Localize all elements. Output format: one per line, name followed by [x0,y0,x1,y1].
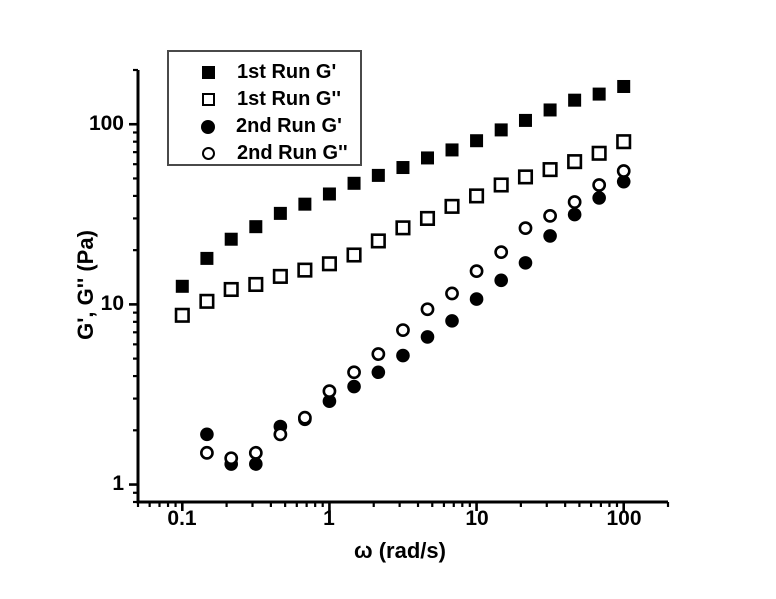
data-point [469,264,484,279]
data-point [543,229,557,243]
data-point [370,233,386,249]
series-2nd-run-g- [200,174,631,471]
x-tick-label-0.1: 0.1 [167,507,197,530]
data-point [396,161,410,175]
data-point [297,410,312,425]
data-point [175,279,189,293]
data-point [592,191,606,205]
data-point [470,134,484,148]
x-axis-title: ω (rad/s) [354,538,446,563]
legend-item-2nd-run-g-doubleprime: 2nd Run G'' [169,140,360,167]
data-point [249,457,263,471]
legend-item-1st-run-g-prime: 1st Run G' [169,59,360,86]
data-point [567,207,582,222]
data-point [273,206,287,220]
legend-label: 2nd Run G' [236,115,342,137]
data-point [347,176,361,190]
data-point [444,198,460,214]
data-point [494,245,509,260]
series-1st-run-g- [175,79,631,293]
data-point [346,247,362,263]
series-1st-run-g- [174,134,632,323]
data-point [543,208,557,223]
data-point [272,268,288,284]
data-point [419,210,436,226]
y-tick-label-1: 1 [112,472,124,495]
data-point [347,365,361,380]
data-point [445,314,459,328]
data-point [567,195,582,209]
data-point [616,174,631,189]
data-point [298,197,312,211]
data-point [420,330,435,344]
data-point [200,427,214,442]
data-point [396,323,410,337]
data-point [347,379,361,394]
data-point [249,220,263,234]
legend-box: 1st Run G' 1st Run G'' 2nd Run G' 2nd Ru… [167,50,362,166]
data-point [395,220,411,236]
data-point [248,276,264,293]
open-square-icon [202,93,215,106]
data-point [568,93,582,107]
data-point [494,273,508,288]
data-point [469,188,485,204]
data-point [445,286,459,301]
data-point [616,134,632,150]
x-tick-label-1: 1 [323,507,335,530]
data-point [518,221,533,236]
data-point [371,347,386,361]
data-point [518,113,532,127]
data-point [199,293,215,309]
filled-circle-icon [201,119,215,134]
data-point [494,123,508,137]
y-tick-label-100: 100 [88,112,124,135]
data-point [297,262,313,278]
open-circle-icon [202,147,215,160]
data-point [224,232,238,246]
data-point [200,445,214,460]
legend-item-1st-run-g-doubleprime: 1st Run G'' [169,86,360,113]
y-axis-title: G', G'' (Pa) [73,230,98,340]
x-tick-label-100: 100 [606,507,642,530]
data-point [592,87,606,101]
data-point [493,177,509,193]
data-point [469,292,484,306]
data-point [518,256,533,270]
y-tick-label-10: 10 [100,292,124,315]
data-point [542,162,558,178]
data-point [517,169,534,185]
legend-label: 1st Run G'' [237,88,341,110]
data-point [223,281,239,298]
data-point [616,164,631,178]
data-point [567,154,583,170]
x-tick-label-10: 10 [465,507,489,530]
data-point [322,394,337,409]
data-point [322,384,337,399]
data-point [322,187,336,201]
data-point [421,151,435,165]
series-2nd-run-g- [200,164,631,466]
data-point [200,251,214,265]
data-point [617,79,631,93]
data-point [224,451,239,466]
data-point [396,348,410,363]
filled-square-icon [202,66,215,79]
data-point [592,178,607,192]
data-point [371,365,386,380]
legend-label: 2nd Run G'' [237,142,348,164]
data-point [321,256,337,272]
data-point [420,302,435,317]
data-point [273,427,288,442]
data-point [174,307,190,323]
legend-label: 1st Run G' [237,61,337,83]
data-point [445,143,459,157]
data-point [248,445,263,460]
data-point [543,103,557,117]
data-point [371,168,385,182]
legend-item-2nd-run-g-prime: 2nd Run G' [169,113,360,140]
data-point [591,145,607,161]
